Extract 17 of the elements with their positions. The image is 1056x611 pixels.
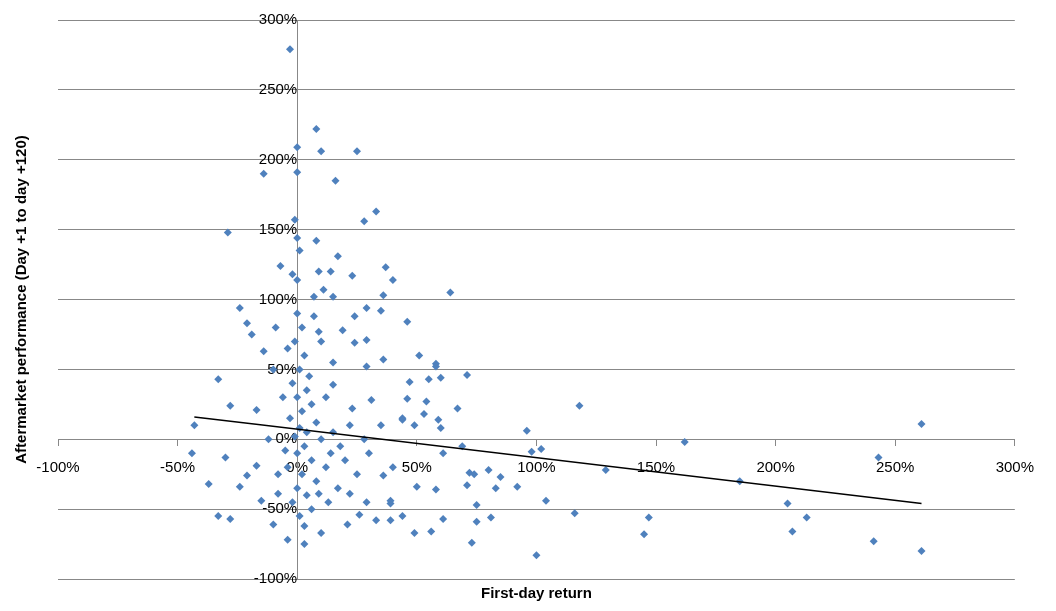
y-tick-label: 100% xyxy=(258,289,298,307)
x-axis-title: First-day return xyxy=(480,583,592,601)
x-tick-label: 50% xyxy=(401,458,432,476)
y-tick-label: 150% xyxy=(258,219,298,237)
y-tick-label: 250% xyxy=(258,80,298,98)
x-tick-label: 150% xyxy=(636,458,676,476)
x-tick-label: -50% xyxy=(160,458,196,476)
x-tick-label: 100% xyxy=(517,458,556,476)
y-tick-label: -50% xyxy=(262,499,298,517)
x-tick-label: -100% xyxy=(36,458,80,476)
y-tick-label: 200% xyxy=(258,149,298,167)
x-tick-label: 200% xyxy=(756,458,795,476)
y-tick-label: -100% xyxy=(253,569,298,587)
x-tick-label: 300% xyxy=(995,458,1035,476)
y-tick-label: 300% xyxy=(258,10,298,28)
x-tick-label: 250% xyxy=(876,458,915,476)
y-axis-title: Aftermarket performance (Day +1 to day +120) xyxy=(12,135,30,464)
